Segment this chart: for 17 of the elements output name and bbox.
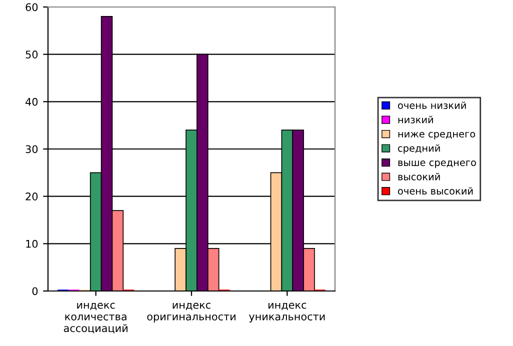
y-tick-label: 50 [26, 50, 38, 58]
y-tick-label: 10 [26, 240, 38, 248]
legend-label: средний [398, 144, 440, 154]
legend-label: низкий [398, 116, 433, 124]
y-tick-label: 40 [26, 98, 38, 106]
x-tick-label: индекс уникальности [248, 302, 325, 322]
y-tick-label: 0 [32, 287, 38, 296]
legend-label: очень низкий [398, 102, 466, 110]
x-tick-label: индекс оригинальности [147, 302, 236, 322]
y-tick-label: 30 [26, 145, 38, 154]
legend-label: высокий [398, 172, 440, 180]
x-tick-label: индекс количества ассоциаций [64, 302, 128, 334]
legend-label: очень высокий [398, 187, 473, 195]
y-tick-label: 20 [26, 192, 38, 200]
legend-label: ниже среднего [398, 132, 476, 140]
legend-label: выше среднего [398, 160, 476, 168]
y-tick-label: 60 [26, 3, 38, 12]
